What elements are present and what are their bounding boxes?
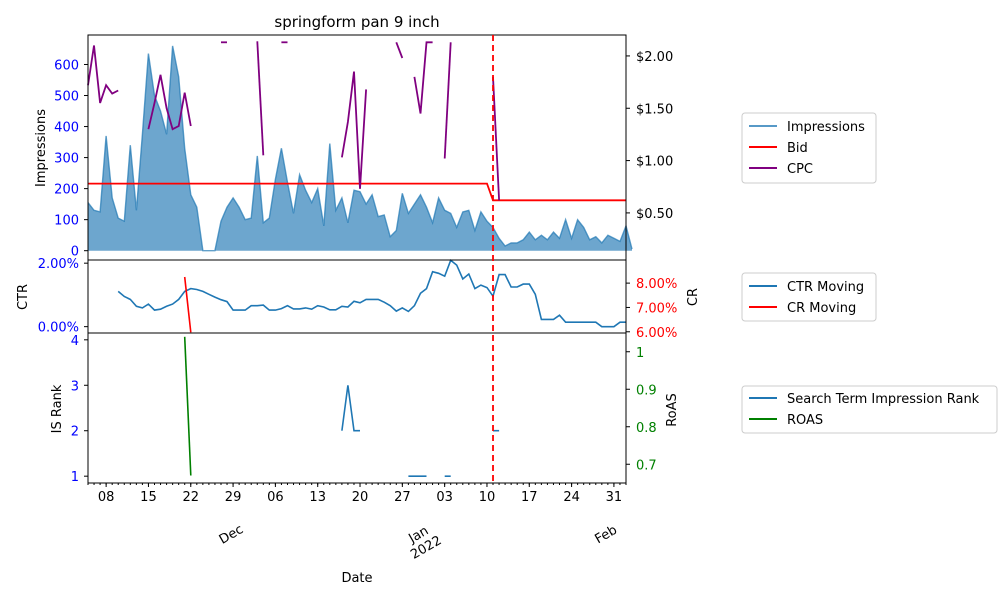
rank-y-tick-label: 1 (71, 470, 79, 485)
cpc-y2-tick-label: $1.50 (636, 102, 673, 117)
legend-label: ROAS (787, 413, 823, 428)
cpc-segment (492, 76, 500, 201)
rank-y-ticks: 1 2 3 4 (71, 334, 88, 485)
roas-y2-label: RoAS (665, 393, 680, 427)
x-axis-ticks: 08 15 22 29 06 13 20 27 03 10 17 24 31 Dec Jan2022 Feb (87, 483, 627, 563)
roas-y2-tick-label: 1 (636, 346, 644, 361)
legend-label: CTR Moving (787, 280, 864, 295)
cpc-segment (413, 41, 433, 114)
cr-y2-ticks: 6.00% 7.00% 8.00% (626, 277, 677, 341)
cpc-segment (87, 45, 119, 104)
impression-rank-segment (341, 385, 360, 432)
roas-y2-tick-label: 0.8 (636, 421, 657, 436)
rank-plot-area (183, 336, 500, 478)
impressions-panel: 0 100 200 300 400 500 600 $0.50 $1.00 $1.50 $2.00… (34, 34, 673, 261)
cpc-segment (256, 41, 265, 156)
impressions-line (87, 45, 633, 252)
cpc-y2-tick-label: $2.00 (636, 50, 673, 65)
ctr-y-ticks: 0.00% 2.00% (38, 257, 88, 336)
impressions-y-tick-label: 500 (54, 90, 79, 105)
x-tick-label: 03 (436, 490, 453, 505)
cpc-segment (443, 42, 452, 159)
x-month-label-line: Feb (592, 523, 619, 548)
x-tick-label: 22 (182, 490, 199, 505)
ctr-moving-line (117, 258, 626, 328)
cpc-y2-tick-label: $0.50 (636, 207, 673, 222)
cpc-segment (395, 41, 404, 59)
impressions-y-tick-label: 600 (54, 58, 79, 73)
legend-label: CR Moving (787, 301, 856, 316)
roas-y2-tick-label: 0.7 (636, 458, 657, 473)
ctr-legend: CTR Moving CR Moving (741, 272, 877, 322)
ctr-y-tick-label: 0.00% (38, 321, 79, 336)
impressions-legend: Impressions Bid CPC (741, 112, 877, 184)
rank-y-tick-label: 3 (71, 379, 79, 394)
legend-frame (741, 385, 998, 434)
impressions-area (88, 45, 632, 251)
rank-y-tick-label: 4 (71, 334, 79, 349)
x-tick-label: 15 (140, 490, 157, 505)
x-month-label: Jan2022 (401, 520, 445, 563)
cpc-y2-tick-label: $1.00 (636, 155, 673, 170)
legend-label: CPC (787, 162, 813, 177)
x-tick-label: 29 (225, 490, 242, 505)
ctr-panel-frame (87, 259, 627, 334)
legend-label: Search Term Impression Rank (787, 392, 980, 407)
x-axis-label: Date (341, 571, 372, 586)
x-tick-label: 08 (98, 490, 115, 505)
roas-line (183, 336, 192, 476)
impressions-y-ticks: 0 100 200 300 400 500 600 (54, 58, 88, 260)
x-month-label: Dec (217, 522, 246, 548)
rank-y-tick-label: 2 (71, 425, 79, 440)
impressions-y-tick-label: 200 (54, 183, 79, 198)
rank-panel-frame (87, 332, 627, 484)
x-tick-label: 31 (606, 490, 623, 505)
impressions-y-tick-label: 300 (54, 152, 79, 167)
x-tick-label: 17 (521, 490, 538, 505)
bid-line (88, 182, 626, 202)
legend-label: Bid (787, 141, 808, 156)
roas-y2-ticks: 0.7 0.8 0.9 1 (626, 346, 657, 473)
rank-y-label: IS Rank (50, 384, 65, 433)
x-tick-label: 27 (394, 490, 411, 505)
x-tick-label: 13 (309, 490, 326, 505)
legend-label: Impressions (787, 120, 865, 135)
impressions-y-label: Impressions (34, 109, 49, 187)
roas-y2-tick-label: 0.9 (636, 383, 657, 398)
impressions-plot-area (87, 41, 633, 252)
ctr-plot-area (117, 258, 626, 333)
cr-y2-label: CR (686, 288, 701, 306)
chart-title: springform pan 9 inch (274, 13, 439, 31)
cpc-segment (147, 74, 192, 131)
cpc-segment (341, 71, 367, 189)
ctr-y-label: CTR (16, 284, 31, 310)
x-month-label-line: Dec (217, 522, 246, 548)
ctr-y-tick-label: 2.00% (38, 257, 79, 272)
x-month-label: Feb (592, 523, 619, 548)
x-tick-label: 24 (563, 490, 580, 505)
cr-y2-tick-label: 8.00% (636, 277, 677, 292)
x-tick-label: 10 (479, 490, 496, 505)
impressions-y-tick-label: 0 (71, 245, 79, 260)
cr-y2-tick-label: 6.00% (636, 326, 677, 341)
rank-panel: 1 2 3 4 0.7 0.8 0.9 1 IS Rank RoAS (50, 332, 680, 485)
ctr-panel: 0.00% 2.00% 6.00% 7.00% 8.00% CTR CR (16, 257, 701, 341)
cpc-y2-ticks: $0.50 $1.00 $1.50 $2.00 (626, 50, 673, 222)
cr-y2-tick-label: 7.00% (636, 301, 677, 316)
rank-legend: Search Term Impression Rank ROAS (741, 385, 998, 434)
impressions-y-tick-label: 100 (54, 214, 79, 229)
impressions-y-tick-label: 400 (54, 121, 79, 136)
x-tick-label: 20 (352, 490, 369, 505)
x-tick-label: 06 (267, 490, 284, 505)
cr-moving-line (183, 276, 192, 333)
legend-frame (741, 112, 877, 184)
